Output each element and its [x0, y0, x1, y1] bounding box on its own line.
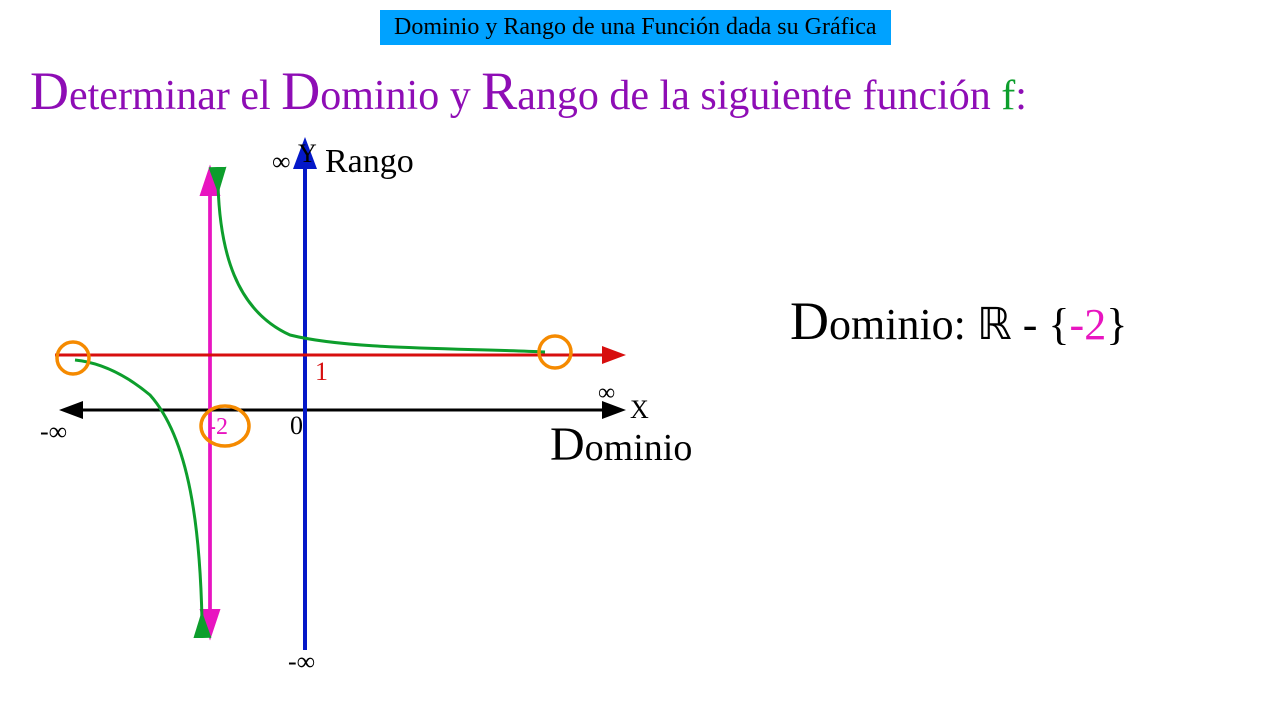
subtitle-t2: ominio y: [320, 73, 481, 119]
label-y: Y: [298, 139, 317, 168]
answer-val: -2: [1070, 300, 1107, 349]
subtitle: Determinar el Dominio y Rango de la sigu…: [30, 60, 1027, 122]
label-origin: 0: [290, 411, 303, 440]
answer-minus: -: [1012, 300, 1049, 349]
curve-upper: [218, 185, 545, 352]
subtitle-d1: D: [30, 61, 69, 121]
answer-R: ℝ: [977, 300, 1012, 349]
label-minus2: -2: [208, 414, 228, 440]
graph: Y ∞ Rango X ∞ Dominio 0 1 -2 -∞ -∞: [40, 130, 720, 690]
graph-svg: Y ∞ Rango X ∞ Dominio 0 1 -2 -∞ -∞: [40, 130, 720, 690]
subtitle-d2: D: [281, 61, 320, 121]
label-inf-left: -∞: [40, 417, 67, 446]
curve-lower: [75, 360, 202, 620]
subtitle-r: R: [481, 61, 517, 121]
answer: Dominio: ℝ - {-2}: [790, 290, 1127, 352]
title-banner: Dominio y Rango de una Función dada su G…: [380, 10, 891, 45]
label-inf-bottom: -∞: [288, 647, 315, 676]
answer-lbrace: {: [1048, 300, 1069, 349]
label-one: 1: [315, 357, 328, 386]
answer-label-rest: ominio:: [829, 300, 977, 349]
subtitle-colon: :: [1015, 73, 1027, 119]
subtitle-f: f: [1001, 73, 1015, 119]
answer-D: D: [790, 291, 829, 351]
label-rango: Rango: [325, 143, 414, 180]
label-dominio: Dominio: [550, 418, 692, 471]
label-inf-top: ∞: [272, 147, 291, 176]
label-x: X: [630, 395, 649, 424]
subtitle-t3: ango de la siguiente función: [517, 73, 1001, 119]
subtitle-t1: eterminar el: [69, 73, 281, 119]
circle-left: [57, 342, 89, 374]
answer-rbrace: }: [1106, 300, 1127, 349]
label-inf-right: ∞: [598, 380, 615, 406]
